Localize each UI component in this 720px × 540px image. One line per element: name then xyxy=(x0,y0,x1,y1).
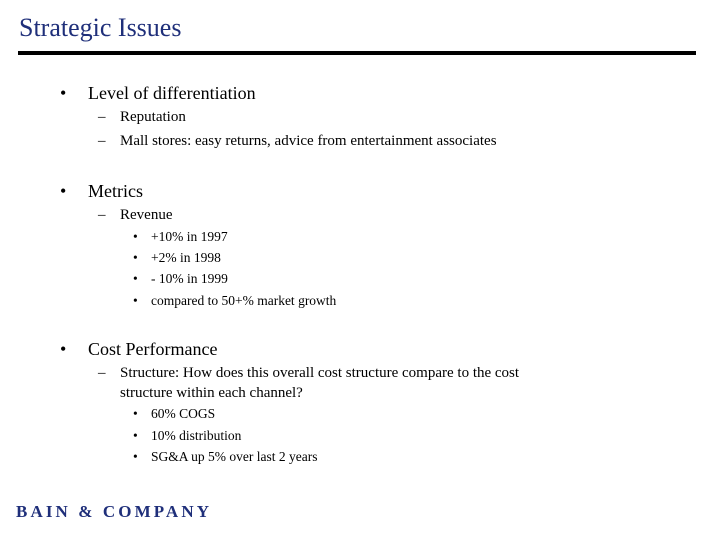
bullet-marker: • xyxy=(133,250,138,265)
sub-sub-bullet-text: SG&A up 5% over last 2 years xyxy=(151,449,318,464)
sub-sub-bullet-text: - 10% in 1999 xyxy=(151,271,228,286)
bullet-text: Cost Performance xyxy=(88,339,218,359)
sub-sub-bullet: • compared to 50+% market growth xyxy=(133,292,336,310)
bullet-marker: • xyxy=(133,406,138,421)
sub-bullet-mall-stores: – Mall stores: easy returns, advice from … xyxy=(98,132,497,151)
sub-sub-bullet: • - 10% in 1999 xyxy=(133,270,228,288)
title-divider xyxy=(18,51,696,55)
company-logo: BAIN & COMPANY xyxy=(16,502,213,521)
sub-sub-bullet: • +2% in 1998 xyxy=(133,249,221,267)
sub-bullet-revenue: – Revenue xyxy=(98,206,172,225)
dash-marker: – xyxy=(98,109,106,125)
bullet-marker: • xyxy=(60,83,67,103)
sub-sub-bullet: • 60% COGS xyxy=(133,405,215,423)
bullet-text: Level of differentiation xyxy=(88,83,256,103)
sub-bullet-structure: – Structure: How does this overall cost s… xyxy=(98,364,519,383)
dash-marker: – xyxy=(98,365,106,381)
sub-bullet-text: Reputation xyxy=(120,109,186,125)
dash-marker: – xyxy=(98,133,106,149)
sub-bullet-text: Revenue xyxy=(120,207,173,223)
sub-sub-bullet: • SG&A up 5% over last 2 years xyxy=(133,448,317,466)
sub-sub-bullet-text: 60% COGS xyxy=(151,406,216,421)
slide-title: Strategic Issues xyxy=(19,13,182,42)
bullet-cost-performance: • Cost Performance xyxy=(60,338,217,360)
bullet-marker: • xyxy=(133,229,138,244)
sub-bullet-structure-continued: structure within each channel? xyxy=(98,384,303,403)
bullet-marker: • xyxy=(60,339,67,359)
sub-bullet-reputation: – Reputation xyxy=(98,108,186,127)
bullet-marker: • xyxy=(60,181,67,201)
sub-sub-bullet-text: +10% in 1997 xyxy=(151,229,228,244)
bullet-marker: • xyxy=(133,428,138,443)
sub-sub-bullet: • 10% distribution xyxy=(133,427,241,445)
bullet-marker: • xyxy=(133,449,138,464)
sub-sub-bullet-text: compared to 50+% market growth xyxy=(151,293,337,308)
bullet-marker: • xyxy=(133,271,138,286)
sub-bullet-text: Mall stores: easy returns, advice from e… xyxy=(120,133,497,149)
sub-sub-bullet-text: 10% distribution xyxy=(151,428,242,443)
sub-bullet-text: structure within each channel? xyxy=(120,385,303,401)
dash-marker: – xyxy=(98,207,106,223)
sub-sub-bullet-text: +2% in 1998 xyxy=(151,250,221,265)
bullet-text: Metrics xyxy=(88,181,143,201)
bullet-metrics: • Metrics xyxy=(60,180,143,202)
bullet-marker: • xyxy=(133,293,138,308)
sub-bullet-text: Structure: How does this overall cost st… xyxy=(120,365,520,381)
sub-sub-bullet: • +10% in 1997 xyxy=(133,228,228,246)
bullet-level-of-differentiation: • Level of differentiation xyxy=(60,82,256,104)
